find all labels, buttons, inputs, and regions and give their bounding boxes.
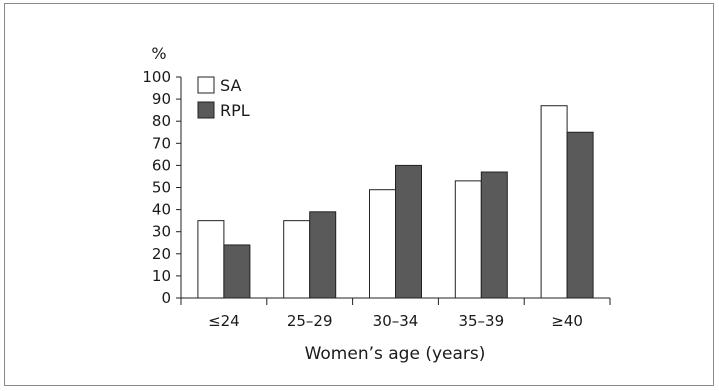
y-axis: 0 10 20 30 40 50 60 70 80 90 100: [142, 68, 182, 307]
y-tick-label: 20: [152, 245, 171, 263]
x-tick-label: 35–39: [458, 312, 504, 330]
y-tick-label: 50: [152, 179, 171, 197]
chart-frame: [4, 3, 714, 386]
y-tick-label: 30: [152, 223, 171, 241]
legend-swatch-sa: [197, 76, 215, 94]
x-tick-label: 30–34: [373, 312, 419, 330]
bar-sa: [540, 105, 568, 299]
x-tick-label: 25–29: [287, 312, 333, 330]
y-tick-label: 0: [161, 289, 171, 307]
legend-swatch-rpl: [197, 101, 215, 119]
y-tick-label: 10: [152, 267, 171, 285]
y-tick-label: 40: [152, 201, 171, 219]
bar-sa: [454, 180, 482, 299]
y-tick-label: 70: [152, 134, 171, 152]
y-tick-label: 80: [152, 112, 171, 130]
y-tick-label: 90: [152, 90, 171, 108]
x-tick-label: ≤24: [208, 312, 240, 330]
bar-rpl: [309, 211, 337, 299]
y-tick-label: 100: [142, 68, 171, 86]
bar-rpl: [223, 244, 251, 299]
y-axis-label: %: [151, 44, 166, 63]
y-tick-label: 60: [152, 156, 171, 174]
legend-label-sa: SA: [220, 76, 241, 95]
x-axis-label: Women’s age (years): [305, 344, 486, 364]
x-axis: ≤24 25–29 30–34 35–39 ≥40: [180, 297, 611, 330]
bar-rpl: [566, 131, 594, 299]
bar-rpl: [395, 164, 422, 299]
legend-label-rpl: RPL: [220, 101, 250, 120]
legend: SA RPL: [197, 76, 250, 120]
bar-sa: [369, 189, 396, 299]
bar-rpl: [480, 171, 508, 299]
bars: [197, 105, 594, 299]
bar-sa: [283, 220, 311, 299]
bar-sa: [197, 220, 225, 299]
x-tick-label: ≥40: [551, 312, 583, 330]
